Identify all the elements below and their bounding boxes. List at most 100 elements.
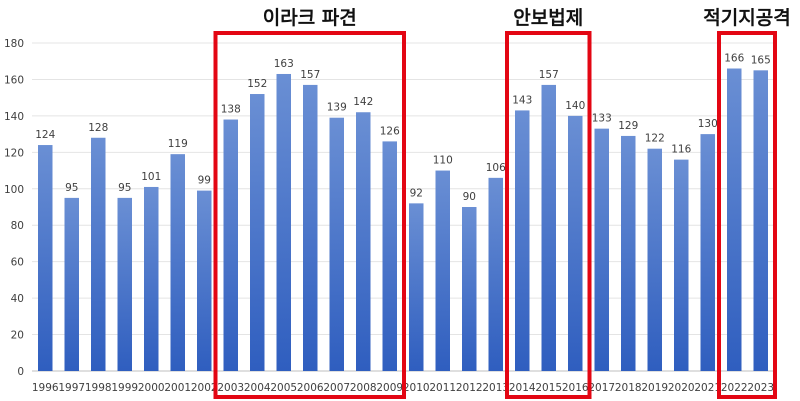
bar-2018 bbox=[621, 135, 636, 371]
bar-2000 bbox=[144, 186, 159, 371]
annotation-label-1: 이라크 파견 bbox=[263, 7, 357, 29]
bar-2017 bbox=[594, 128, 609, 371]
x-tick-label: 2001 bbox=[164, 382, 191, 394]
x-tick-label: 2010 bbox=[403, 382, 430, 394]
bars bbox=[38, 68, 768, 372]
data-label-2000: 101 bbox=[141, 171, 161, 183]
bar-2016 bbox=[568, 115, 583, 371]
data-label-1999: 95 bbox=[118, 182, 131, 194]
bar-1997 bbox=[64, 197, 79, 371]
bar-2022 bbox=[727, 68, 742, 371]
data-label-2021: 130 bbox=[698, 118, 718, 130]
bar-2002 bbox=[197, 190, 212, 371]
bar-1996 bbox=[38, 145, 53, 371]
bar-2015 bbox=[541, 84, 556, 372]
bar-2012 bbox=[462, 207, 477, 371]
data-label-2005: 163 bbox=[274, 58, 294, 70]
bar-2007 bbox=[329, 117, 344, 371]
data-label-2013: 106 bbox=[486, 162, 506, 174]
bar-2004 bbox=[250, 94, 265, 372]
x-tick-label: 2014 bbox=[509, 382, 536, 394]
data-label-2002: 99 bbox=[198, 175, 211, 187]
data-label-2018: 129 bbox=[618, 120, 638, 132]
bar-2010 bbox=[409, 203, 424, 371]
x-tick-label: 2003 bbox=[217, 382, 244, 394]
y-tick-label: 60 bbox=[11, 257, 24, 269]
x-tick-label: 2013 bbox=[482, 382, 509, 394]
bar-2021 bbox=[700, 134, 715, 371]
x-tick-label: 2016 bbox=[562, 382, 589, 394]
y-axis-ticks: 0 20 40 60 80 100 120 140 160 180 bbox=[4, 38, 24, 378]
x-tick-label: 2000 bbox=[138, 382, 165, 394]
x-tick-label: 2008 bbox=[350, 382, 377, 394]
bar-2008 bbox=[356, 112, 371, 371]
data-label-2012: 90 bbox=[463, 191, 476, 203]
x-tick-label: 2005 bbox=[270, 382, 297, 394]
data-label-1996: 124 bbox=[35, 129, 55, 141]
data-label-2010: 92 bbox=[410, 187, 423, 199]
x-tick-label: 2004 bbox=[244, 382, 271, 394]
data-label-2006: 157 bbox=[300, 69, 320, 81]
x-axis-ticks: 1996 1997 1998 1999 2000 2001 2002 2003 2004 2005… bbox=[32, 382, 774, 394]
x-tick-label: 2011 bbox=[429, 382, 456, 394]
y-tick-label: 0 bbox=[17, 366, 24, 378]
y-tick-label: 120 bbox=[4, 147, 24, 159]
bar-1998 bbox=[91, 137, 106, 371]
x-tick-label: 1996 bbox=[32, 382, 59, 394]
data-label-1998: 128 bbox=[88, 122, 108, 134]
data-label-2017: 133 bbox=[592, 113, 612, 125]
data-label-2022: 166 bbox=[724, 53, 744, 65]
bar-2003 bbox=[223, 119, 238, 372]
x-tick-label: 2015 bbox=[535, 382, 562, 394]
data-label-2016: 140 bbox=[565, 100, 585, 112]
bar-2006 bbox=[303, 84, 318, 372]
data-label-2007: 139 bbox=[327, 102, 347, 114]
x-tick-label: 2002 bbox=[191, 382, 218, 394]
bar-2013 bbox=[488, 177, 503, 371]
highlight-box-2 bbox=[505, 31, 592, 399]
data-label-2003: 138 bbox=[221, 104, 241, 116]
data-label-2011: 110 bbox=[433, 155, 453, 167]
x-tick-label: 1998 bbox=[85, 382, 112, 394]
bar-2011 bbox=[435, 170, 450, 371]
highlight-box-1 bbox=[213, 31, 406, 399]
data-label-2020: 116 bbox=[671, 144, 691, 156]
y-tick-label: 40 bbox=[11, 293, 24, 305]
data-label-2001: 119 bbox=[168, 138, 188, 150]
highlight-box-3 bbox=[717, 31, 777, 399]
x-tick-label: 2018 bbox=[615, 382, 642, 394]
data-label-1997: 95 bbox=[65, 182, 78, 194]
y-tick-label: 20 bbox=[11, 330, 24, 342]
annotation-label-2: 안보법제 bbox=[513, 7, 583, 29]
y-tick-label: 180 bbox=[4, 38, 24, 50]
x-tick-label: 2020 bbox=[668, 382, 695, 394]
data-label-2014: 143 bbox=[512, 94, 532, 106]
x-tick-label: 2012 bbox=[456, 382, 483, 394]
data-label-2019: 122 bbox=[645, 133, 665, 145]
x-tick-label: 2021 bbox=[694, 382, 721, 394]
y-tick-label: 100 bbox=[4, 184, 24, 196]
y-tick-label: 80 bbox=[11, 220, 24, 232]
y-tick-label: 160 bbox=[4, 74, 24, 86]
x-tick-label: 2019 bbox=[641, 382, 668, 394]
bar-2020 bbox=[674, 159, 689, 371]
bar-2019 bbox=[647, 148, 662, 371]
x-tick-label: 2007 bbox=[323, 382, 350, 394]
x-tick-label: 1999 bbox=[111, 382, 138, 394]
x-tick-label: 2022 bbox=[721, 382, 748, 394]
x-tick-label: 2006 bbox=[297, 382, 324, 394]
bar-2014 bbox=[515, 110, 530, 371]
bar-1999 bbox=[117, 197, 132, 371]
x-tick-label: 2017 bbox=[588, 382, 615, 394]
annotation-label-3: 적기지공격 bbox=[703, 7, 790, 29]
bar-2023 bbox=[753, 70, 768, 371]
x-tick-label: 2023 bbox=[747, 382, 774, 394]
data-label-2009: 126 bbox=[380, 125, 400, 137]
x-tick-label: 1997 bbox=[58, 382, 85, 394]
data-label-2015: 157 bbox=[539, 69, 559, 81]
annotations: 이라크 파견 안보법제 적기지공격 bbox=[213, 7, 791, 399]
bar-2001 bbox=[170, 154, 185, 371]
data-label-2023: 165 bbox=[751, 54, 771, 66]
x-tick-label: 2009 bbox=[376, 382, 403, 394]
